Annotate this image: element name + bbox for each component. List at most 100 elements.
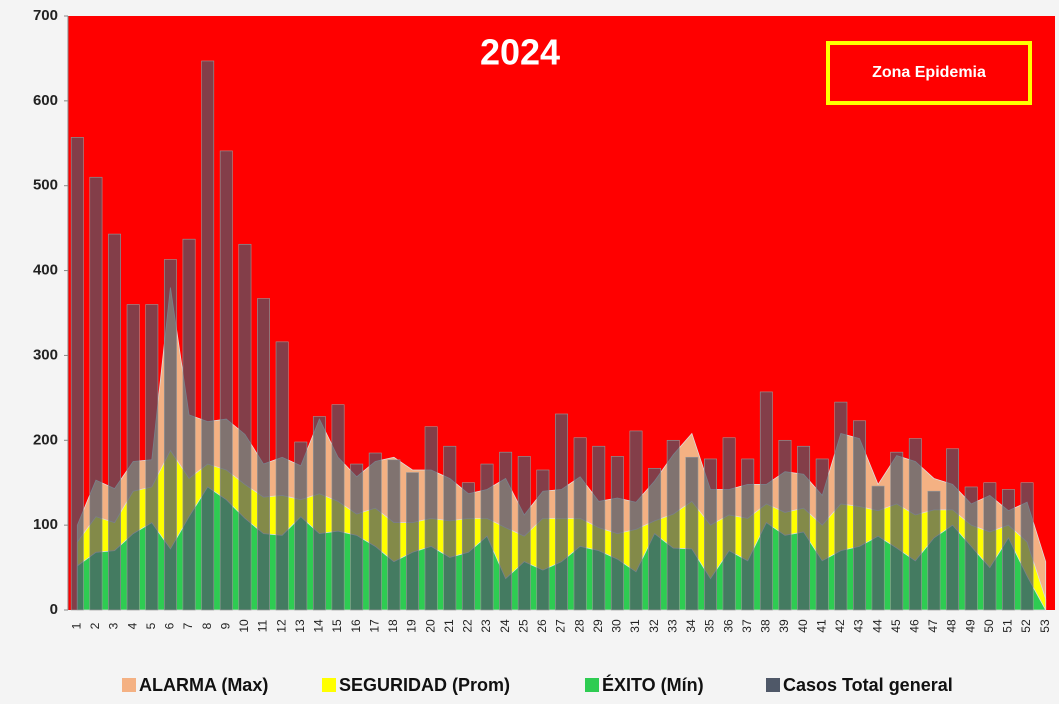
x-tick-label: 28 [572,619,586,633]
bar [108,233,122,611]
bar [275,341,289,611]
x-tick-label: 22 [461,619,475,633]
x-tick-label: 43 [852,619,866,633]
legend-label: ALARMA (Max) [139,675,268,695]
x-tick-label: 33 [665,619,679,633]
bar [145,304,159,611]
bar [480,463,494,611]
bar [201,60,215,611]
bar [741,458,755,611]
x-tick-label: 52 [1019,619,1033,633]
bar [704,458,717,611]
x-tick-label: 16 [349,619,363,633]
y-tick-label: 700 [33,7,58,24]
bar [1001,489,1015,611]
bar [238,243,252,611]
bar [499,451,513,611]
bar [722,437,736,611]
x-tick-label: 11 [256,619,270,632]
x-tick-label: 21 [442,619,456,633]
bar [294,441,308,611]
bar [759,391,773,611]
bar [610,456,624,611]
bar [853,420,866,611]
bar [555,413,568,611]
x-tick-label: 4 [125,622,139,629]
x-tick-label: 2 [88,622,102,629]
bar [368,452,382,611]
x-tick-label: 35 [703,619,717,633]
annotation-box [826,41,1032,105]
bar [890,451,904,611]
bar [778,439,792,611]
bar [629,430,643,611]
bar [461,482,475,611]
x-tick-label: 41 [814,619,828,633]
x-tick-label: 3 [107,622,121,629]
x-tick-label: 15 [330,619,344,633]
x-tick-label: 44 [870,619,884,633]
bar [666,439,680,611]
bar [182,238,196,611]
legend-swatch [585,678,599,692]
bar [517,456,531,611]
legend-label: Casos Total general [783,675,953,695]
y-tick-label: 300 [33,346,58,363]
bar [964,486,978,611]
x-tick-label: 14 [312,619,326,633]
bar [592,445,606,611]
x-tick-label: 19 [405,619,419,633]
bar [648,467,662,611]
bar [312,416,326,611]
x-tick-label: 45 [889,619,903,633]
bar [815,458,829,611]
bar [983,482,997,611]
x-tick-label: 5 [144,622,158,629]
bar [163,259,177,611]
bar [685,456,699,611]
legend-swatch [322,678,336,692]
x-tick-label: 51 [1001,619,1015,633]
x-tick-label: 6 [163,622,177,629]
x-tick-label: 27 [554,619,568,633]
legend: ALARMA (Max) SEGURIDAD (Prom) ÉXITO (Mín) C… [122,674,953,695]
bar [70,137,84,611]
x-tick-label: 10 [237,619,251,633]
x-tick-label: 13 [293,619,307,633]
y-tick-label: 200 [33,431,58,448]
bar [443,445,457,611]
bar [797,445,811,611]
y-tick-label: 600 [33,92,58,109]
x-tick-label: 50 [982,619,996,633]
x-tick-label: 24 [498,619,512,633]
bar [89,176,103,611]
bar [871,485,885,611]
x-tick-label: 47 [926,619,940,633]
y-tick-label: 100 [33,516,58,533]
x-tick-label: 32 [647,619,661,633]
legend-label: SEGURIDAD (Prom) [339,675,510,695]
bar [927,490,941,611]
x-tick-label: 36 [721,619,735,633]
bar [257,298,270,611]
x-tick-label: 39 [777,619,791,633]
bar [126,304,140,611]
x-tick-label: 8 [200,622,214,629]
y-tick-label: 500 [33,177,58,194]
y-tick-label: 400 [33,262,58,279]
x-tick-label: 12 [274,619,288,633]
bar [946,448,960,611]
legend-label: ÉXITO (Mín) [602,674,704,695]
bars [70,60,1034,611]
x-tick-label: 1 [69,622,83,629]
bar [536,469,550,611]
bar [331,404,345,611]
bar [387,459,401,611]
x-tick-label: 40 [796,619,810,633]
x-tick-label: 48 [945,619,959,633]
bar [424,426,438,611]
x-tick-label: 53 [1038,619,1052,633]
x-tick-label: 20 [423,619,437,633]
bar [406,472,419,611]
